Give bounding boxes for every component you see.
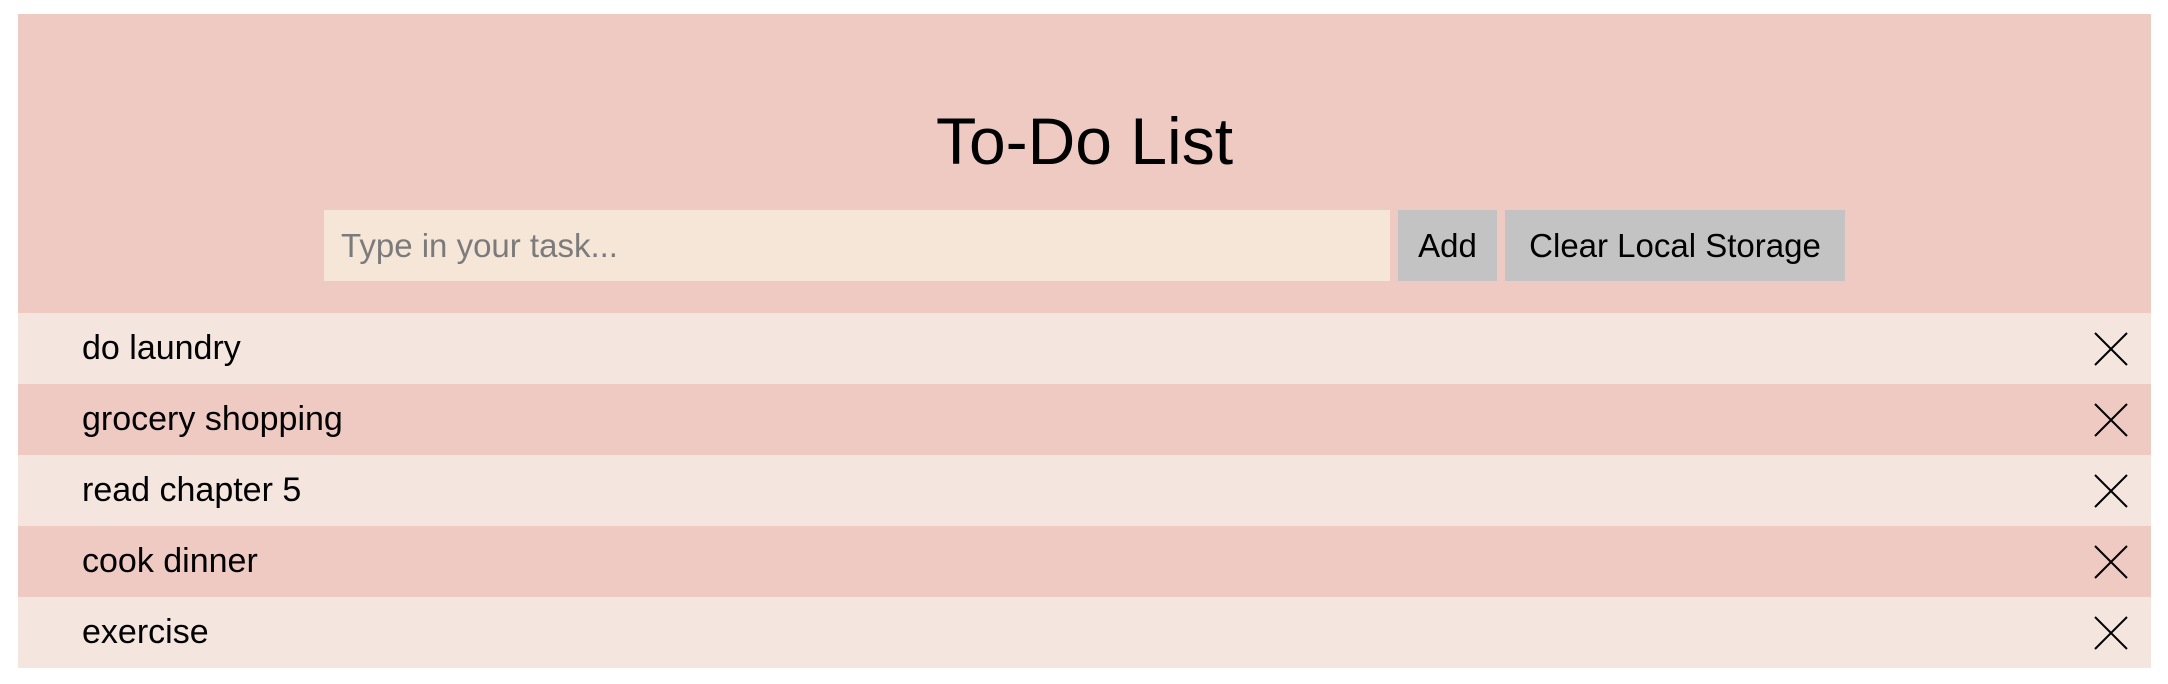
todo-app: To-Do List Add Clear Local Storage do la… bbox=[18, 14, 2151, 668]
page-title: To-Do List bbox=[935, 104, 1234, 178]
task-text: grocery shopping bbox=[82, 400, 343, 438]
add-task-form: Add Clear Local Storage bbox=[324, 210, 1845, 281]
list-item: cook dinner bbox=[18, 526, 2151, 597]
close-icon[interactable] bbox=[2091, 542, 2131, 582]
task-text: exercise bbox=[82, 613, 209, 651]
task-text: do laundry bbox=[82, 329, 241, 367]
add-button[interactable]: Add bbox=[1398, 210, 1497, 281]
list-item: read chapter 5 bbox=[18, 455, 2151, 526]
clear-local-storage-button[interactable]: Clear Local Storage bbox=[1505, 210, 1845, 281]
close-icon[interactable] bbox=[2091, 471, 2131, 511]
close-icon[interactable] bbox=[2091, 613, 2131, 653]
list-item: do laundry bbox=[18, 313, 2151, 384]
task-text: cook dinner bbox=[82, 542, 258, 580]
task-text: read chapter 5 bbox=[82, 471, 302, 509]
app-header: To-Do List Add Clear Local Storage bbox=[18, 14, 2151, 313]
task-list: do laundry grocery shopping read chapter… bbox=[18, 313, 2151, 668]
close-icon[interactable] bbox=[2091, 329, 2131, 369]
task-input[interactable] bbox=[324, 210, 1390, 281]
close-icon[interactable] bbox=[2091, 400, 2131, 440]
list-item: exercise bbox=[18, 597, 2151, 668]
list-item: grocery shopping bbox=[18, 384, 2151, 455]
